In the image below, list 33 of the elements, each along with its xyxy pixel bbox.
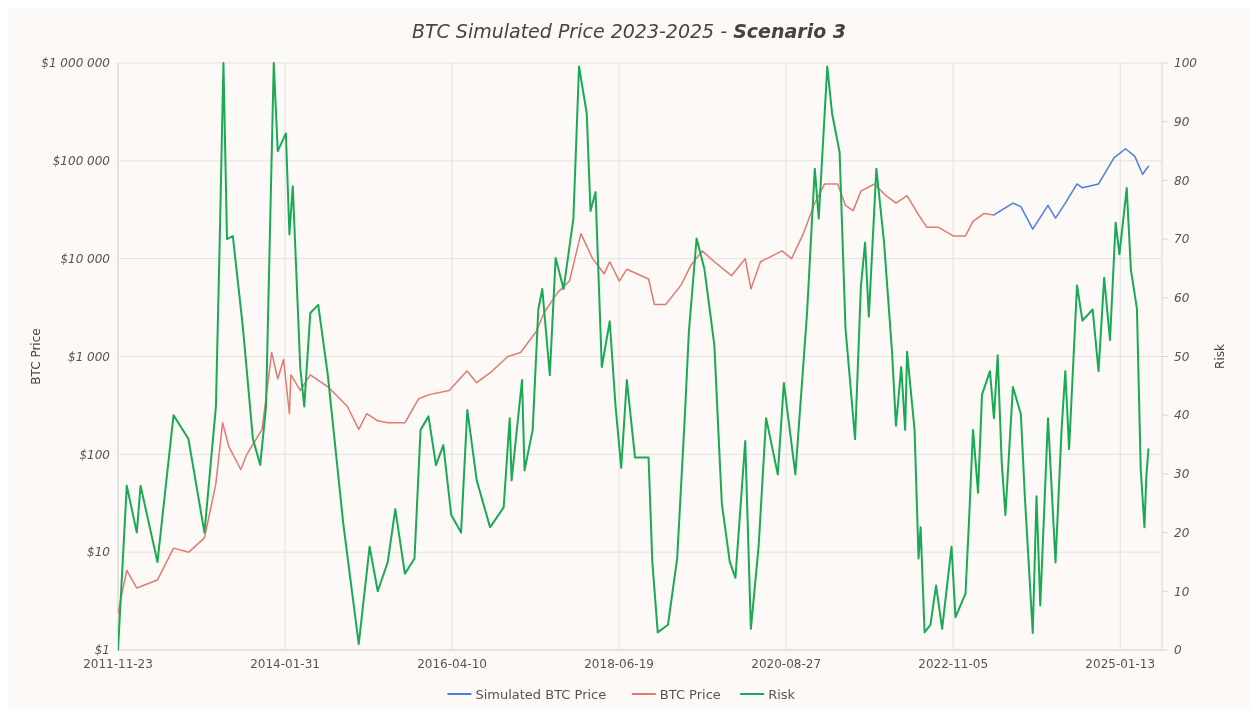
x-tick-label: 2020-08-27 bbox=[751, 657, 822, 671]
y2-tick-label: 100 bbox=[1174, 56, 1198, 71]
legend-label: Risk bbox=[768, 686, 796, 702]
x-tick-label: 2025-01-13 bbox=[1085, 657, 1156, 671]
y2-tick-label: 60 bbox=[1174, 291, 1190, 305]
chart-title: BTC Simulated Price 2023-2025 - Scenario 3 bbox=[411, 20, 847, 42]
y-tick-label: $100 000 bbox=[52, 154, 111, 169]
y2-tick-label: 90 bbox=[1174, 114, 1190, 129]
y2-tick-label: 70 bbox=[1174, 232, 1190, 247]
x-tick-label: 2022-11-05 bbox=[918, 657, 989, 671]
line-series bbox=[118, 183, 995, 614]
y-tick-label: $1 bbox=[94, 643, 110, 658]
y-tick-label: $10 000 bbox=[60, 251, 111, 266]
y-tick-label: $100 bbox=[79, 447, 111, 462]
line-series bbox=[993, 147, 1150, 230]
legend-label: BTC Price bbox=[659, 686, 721, 702]
y-tick-label: $1 000 000 bbox=[41, 56, 111, 71]
y2-tick-label: 20 bbox=[1174, 525, 1190, 540]
y2-tick-label: 50 bbox=[1174, 349, 1190, 364]
y2-tick-label: 0 bbox=[1174, 643, 1182, 658]
y-tick-label: $10 bbox=[87, 545, 111, 560]
y2-tick-label: 30 bbox=[1174, 467, 1190, 482]
y2-tick-label: 10 bbox=[1174, 584, 1190, 599]
y2-axis-title: Risk bbox=[1213, 344, 1227, 369]
y-axis-title: BTC Price bbox=[29, 328, 43, 385]
legend-label: Simulated BTC Price bbox=[475, 686, 607, 702]
x-tick-label: 2011-11-23 bbox=[83, 657, 153, 671]
x-tick-label: 2014-01-31 bbox=[250, 657, 320, 671]
y2-tick-label: 80 bbox=[1174, 173, 1190, 188]
x-tick-label: 2018-06-19 bbox=[584, 657, 654, 671]
x-tick-label: 2016-04-10 bbox=[417, 657, 487, 671]
y-tick-label: $1 000 bbox=[68, 349, 111, 364]
y2-tick-label: 40 bbox=[1174, 408, 1190, 423]
